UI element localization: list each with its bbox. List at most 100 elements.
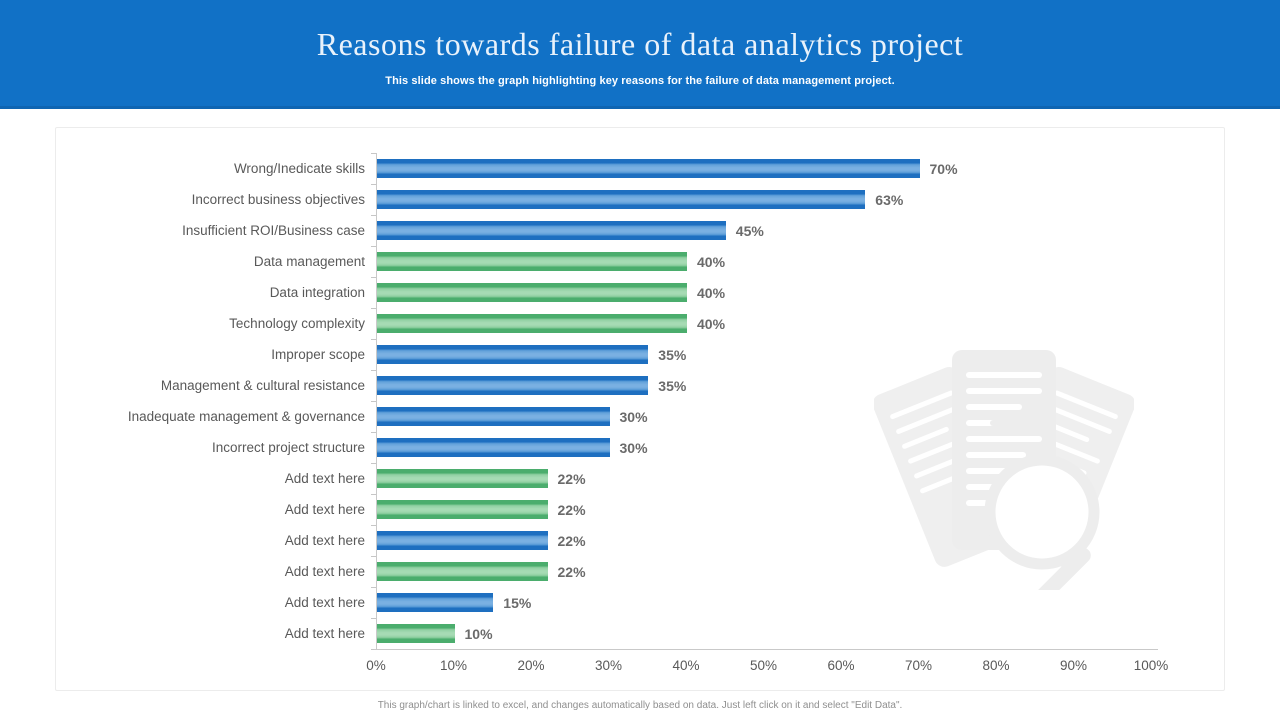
category-label: Add text here: [284, 626, 365, 641]
value-label: 30%: [619, 408, 648, 425]
category-label: Management & cultural resistance: [160, 378, 365, 393]
x-tick-label: 50%: [749, 658, 778, 673]
bar-track: 45%: [377, 215, 1166, 246]
bar-green[interactable]: [377, 314, 687, 333]
x-tick-label: 30%: [594, 658, 623, 673]
slide-subtitle: This slide shows the graph highlighting …: [385, 75, 895, 87]
value-label: 63%: [875, 191, 904, 208]
bar-track: 22%: [377, 494, 1166, 525]
x-tick-label: 0%: [366, 658, 386, 673]
category-label: Incorrect business objectives: [191, 192, 365, 207]
bar-track: 40%: [377, 246, 1166, 277]
chart-row: Management & cultural resistance 35%: [56, 370, 1166, 401]
category-label: Incorrect project structure: [211, 440, 365, 455]
bar-track: 40%: [377, 308, 1166, 339]
value-label: 40%: [697, 315, 726, 332]
value-label: 35%: [658, 346, 687, 363]
category-label: Insufficient ROI/Business case: [182, 223, 365, 238]
value-label: 15%: [503, 594, 532, 611]
chart-row: Add text here 15%: [56, 587, 1166, 618]
value-label: 22%: [557, 532, 586, 549]
x-tick-label: 70%: [904, 658, 933, 673]
bar-track: 30%: [377, 432, 1166, 463]
x-tick-label: 10%: [439, 658, 468, 673]
chart-row: Improper scope 35%: [56, 339, 1166, 370]
x-tick-label: 100%: [1133, 658, 1169, 673]
bar-track: 22%: [377, 556, 1166, 587]
x-tick-label: 60%: [827, 658, 855, 673]
chart-row: Data management 40%: [56, 246, 1166, 277]
chart-row: Data integration 40%: [56, 277, 1166, 308]
chart-row: Incorrect business objectives 63%: [56, 184, 1166, 215]
footer-note: This graph/chart is linked to excel, and…: [377, 700, 903, 711]
category-label: Technology complexity: [229, 316, 365, 331]
bar-track: 22%: [377, 463, 1166, 494]
chart-rows: Wrong/Inedicate skills 70% Incorrect busin…: [56, 153, 1166, 649]
category-label: Data integration: [269, 285, 365, 300]
category-label: Inadequate management & governance: [127, 409, 365, 424]
bar-blue[interactable]: [377, 593, 494, 612]
bar-blue[interactable]: [377, 407, 610, 426]
bar-green[interactable]: [377, 283, 687, 302]
chart-row: Add text here 22%: [56, 494, 1166, 525]
bar-blue[interactable]: [377, 438, 610, 457]
bar-green[interactable]: [377, 624, 455, 643]
bar-blue[interactable]: [377, 221, 726, 240]
chart-row: Incorrect project structure 30%: [56, 432, 1166, 463]
bar-track: 10%: [377, 618, 1166, 649]
category-axis-ticks: [371, 153, 376, 651]
x-tick-label: 40%: [672, 658, 700, 673]
value-label: 30%: [619, 439, 648, 456]
bar-blue[interactable]: [377, 345, 649, 364]
value-label: 70%: [929, 160, 958, 177]
category-label: Data management: [253, 254, 365, 269]
x-tick-label: 20%: [517, 658, 545, 673]
chart-row: Technology complexity 40%: [56, 308, 1166, 339]
value-label: 40%: [697, 253, 726, 270]
bar-blue[interactable]: [377, 376, 649, 395]
bar-track: 30%: [377, 401, 1166, 432]
x-tick-label: 90%: [1059, 658, 1088, 673]
bar-blue[interactable]: [377, 531, 548, 550]
bar-track: 35%: [377, 339, 1166, 370]
bar-track: 40%: [377, 277, 1166, 308]
value-axis-labels: 0% 10% 20% 30% 40% 50% 60% 70% 80% 90% 100%: [56, 658, 1224, 676]
bar-track: 22%: [377, 525, 1166, 556]
bar-track: 63%: [377, 184, 1166, 215]
value-label: 45%: [735, 222, 764, 239]
value-label: 22%: [557, 501, 586, 518]
category-label: Add text here: [284, 533, 365, 548]
value-label: 22%: [557, 563, 586, 580]
chart-row: Add text here 22%: [56, 463, 1166, 494]
bar-blue[interactable]: [377, 159, 920, 178]
chart-row: Add text here 10%: [56, 618, 1166, 649]
value-label: 40%: [697, 284, 726, 301]
bar-track: 70%: [377, 153, 1166, 184]
value-label: 22%: [557, 470, 586, 487]
chart-row: Add text here 22%: [56, 556, 1166, 587]
chart-row: Inadequate management & governance 30%: [56, 401, 1166, 432]
chart-row: Add text here 22%: [56, 525, 1166, 556]
value-label: 10%: [464, 625, 493, 642]
bar-green[interactable]: [377, 252, 687, 271]
slide-header: Reasons towards failure of data analytic…: [0, 0, 1280, 109]
value-axis-line: [374, 649, 1158, 650]
bar-green[interactable]: [377, 562, 548, 581]
bar-green[interactable]: [377, 469, 548, 488]
category-axis-line: [376, 153, 377, 649]
category-label: Add text here: [284, 564, 365, 579]
category-label: Add text here: [284, 595, 365, 610]
bar-track: 15%: [377, 587, 1166, 618]
bar-green[interactable]: [377, 500, 548, 519]
value-label: 35%: [658, 377, 687, 394]
chart-card[interactable]: Wrong/Inedicate skills 70% Incorrect busin…: [55, 127, 1225, 691]
category-label: Add text here: [284, 471, 365, 486]
category-label: Wrong/Inedicate skills: [233, 161, 365, 176]
bar-track: 35%: [377, 370, 1166, 401]
category-label: Improper scope: [271, 347, 365, 362]
category-label: Add text here: [284, 502, 365, 517]
chart-row: Insufficient ROI/Business case 45%: [56, 215, 1166, 246]
chart-row: Wrong/Inedicate skills 70%: [56, 153, 1166, 184]
slide-title: Reasons towards failure of data analytic…: [316, 26, 964, 62]
bar-blue[interactable]: [377, 190, 866, 209]
